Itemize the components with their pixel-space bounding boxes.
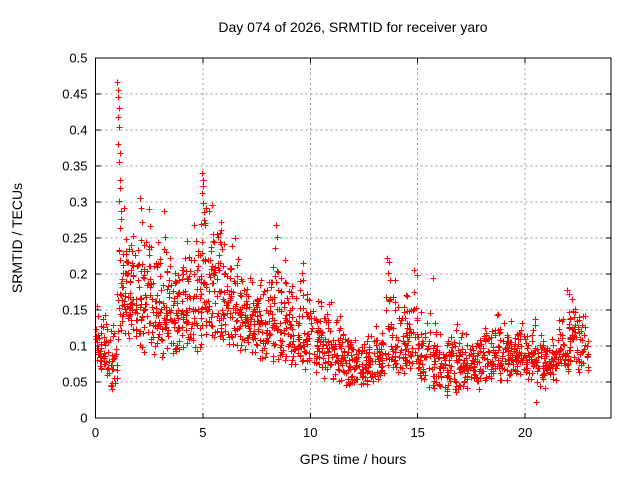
y-tick-label: 0.4: [69, 123, 87, 138]
x-tick-label: 5: [199, 425, 206, 440]
y-tick-label: 0.2: [69, 267, 87, 282]
tick-labels: 0 5 10 15 20 0 0.05 0.1 0.15 0.2 0.25 0.3 0.35 0.4 0.4…: [62, 51, 532, 441]
x-axis-label: GPS time / hours: [300, 451, 407, 467]
y-tick-label: 0.1: [69, 339, 87, 354]
y-tick-label: 0: [80, 411, 87, 426]
y-tick-label: 0.5: [69, 51, 87, 66]
scatter-markers: [93, 79, 592, 406]
axes-and-ticks: [95, 57, 612, 419]
x-tick-label: 15: [410, 425, 424, 440]
x-tick-label: 10: [303, 425, 317, 440]
chart-title: Day 074 of 2026, SRMTID for receiver yar…: [218, 19, 487, 35]
y-tick-label: 0.15: [62, 303, 87, 318]
x-tick-label: 0: [92, 425, 99, 440]
y-tick-label: 0.25: [62, 231, 87, 246]
y-tick-label: 0.3: [69, 195, 87, 210]
y-tick-label: 0.05: [62, 375, 87, 390]
y-axis-label: SRMTID / TECUs: [9, 183, 25, 293]
data-points: [93, 79, 592, 406]
y-tick-label: 0.45: [62, 87, 87, 102]
x-tick-label: 20: [518, 425, 532, 440]
y-tick-label: 0.35: [62, 159, 87, 174]
